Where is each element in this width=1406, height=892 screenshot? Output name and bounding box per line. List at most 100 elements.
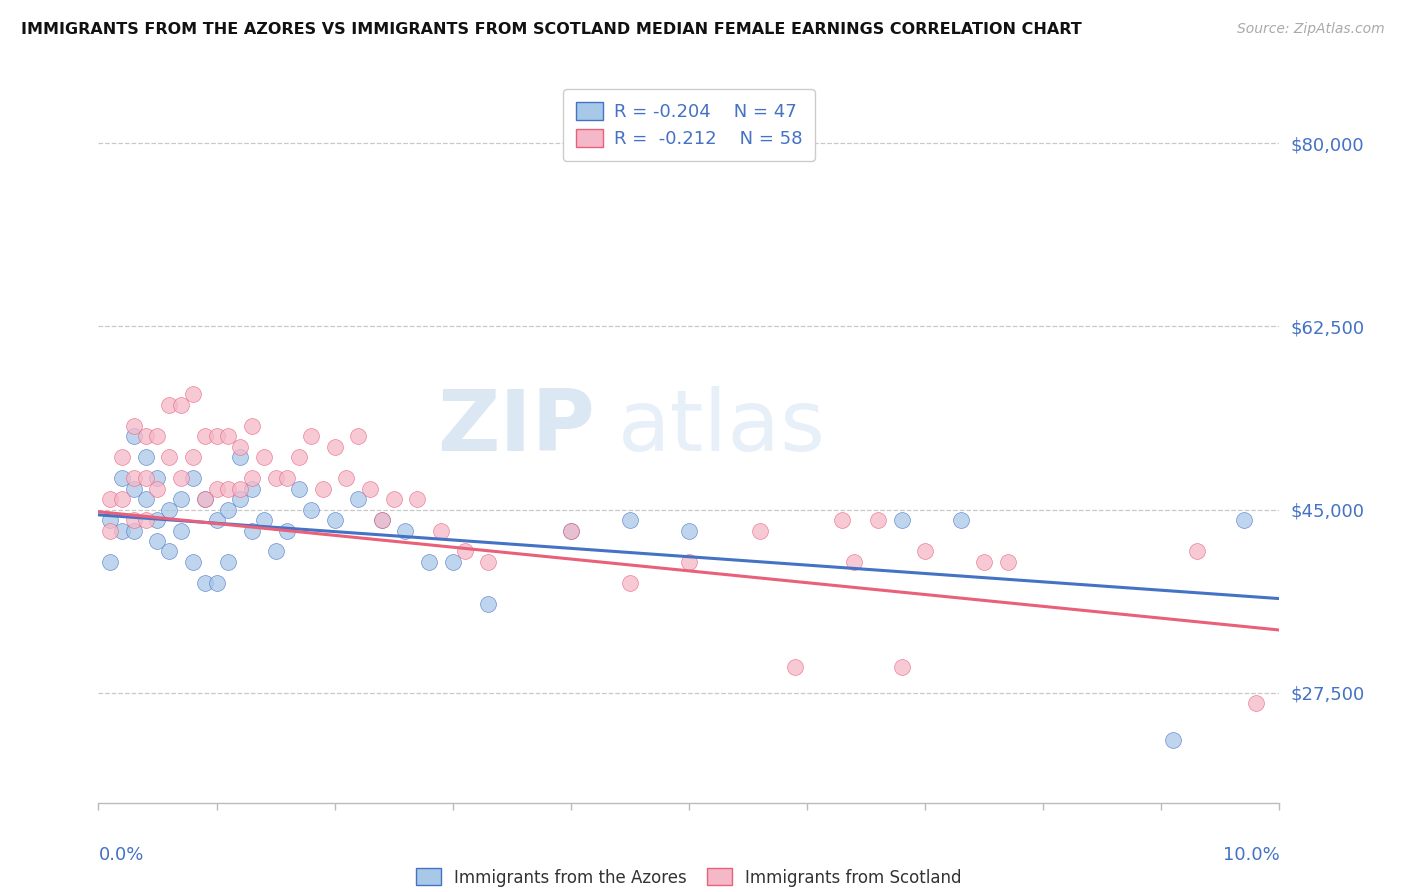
Point [205,575,228,590]
Point [371,513,394,527]
Point [831,513,853,527]
Point [135,450,157,465]
Point [323,513,346,527]
Point [240,524,263,538]
Point [844,555,866,569]
Point [205,482,228,496]
Point [217,555,239,569]
Point [111,450,134,465]
Point [477,555,499,569]
Point [997,555,1019,569]
Point [276,471,298,485]
Point [229,450,252,465]
Point [146,534,169,549]
Point [347,492,370,507]
Point [194,492,217,507]
Point [122,471,145,485]
Point [229,440,252,454]
Point [98,555,121,569]
Point [371,513,394,527]
Point [453,544,475,558]
Point [323,440,346,454]
Text: Source: ZipAtlas.com: Source: ZipAtlas.com [1237,22,1385,37]
Point [890,659,912,673]
Point [181,471,204,485]
Point [98,524,121,538]
Point [146,471,169,485]
Point [111,471,134,485]
Point [430,524,453,538]
Point [122,429,145,443]
Point [217,482,239,496]
Point [240,482,263,496]
Point [560,524,582,538]
Point [1244,696,1267,710]
Point [122,418,145,433]
Point [347,429,370,443]
Point [194,429,217,443]
Point [111,492,134,507]
Point [135,471,157,485]
Point [229,482,252,496]
Point [229,492,252,507]
Point [264,471,287,485]
Point [312,482,335,496]
Point [382,492,405,507]
Point [98,492,121,507]
Point [146,482,169,496]
Point [890,513,912,527]
Point [122,513,145,527]
Point [194,492,217,507]
Point [441,555,464,569]
Point [170,524,193,538]
Point [359,482,381,496]
Text: 0.0%: 0.0% [98,847,143,864]
Point [1185,544,1208,558]
Point [288,482,311,496]
Legend: Immigrants from the Azores, Immigrants from Scotland: Immigrants from the Azores, Immigrants f… [409,862,969,892]
Point [122,482,145,496]
Point [785,659,807,673]
Point [181,555,204,569]
Point [170,471,193,485]
Point [1161,733,1184,747]
Point [619,575,641,590]
Point [253,513,276,527]
Point [111,524,134,538]
Point [194,575,217,590]
Text: atlas: atlas [619,385,827,468]
Point [157,398,180,412]
Point [335,471,357,485]
Point [914,544,936,558]
Point [205,429,228,443]
Point [560,524,582,538]
Point [170,492,193,507]
Point [146,429,169,443]
Point [205,513,228,527]
Point [135,513,157,527]
Point [264,544,287,558]
Point [157,502,180,516]
Point [866,513,889,527]
Point [122,524,145,538]
Point [394,524,416,538]
Text: ZIP: ZIP [437,385,595,468]
Point [477,597,499,611]
Point [949,513,972,527]
Text: IMMIGRANTS FROM THE AZORES VS IMMIGRANTS FROM SCOTLAND MEDIAN FEMALE EARNINGS CO: IMMIGRANTS FROM THE AZORES VS IMMIGRANTS… [21,22,1081,37]
Point [299,429,322,443]
Point [217,502,239,516]
Point [418,555,440,569]
Point [157,450,180,465]
Point [135,492,157,507]
Point [217,429,239,443]
Point [299,502,322,516]
Point [288,450,311,465]
Point [146,513,169,527]
Point [619,513,641,527]
Point [1233,513,1256,527]
Point [973,555,995,569]
Point [157,544,180,558]
Point [406,492,429,507]
Point [678,524,700,538]
